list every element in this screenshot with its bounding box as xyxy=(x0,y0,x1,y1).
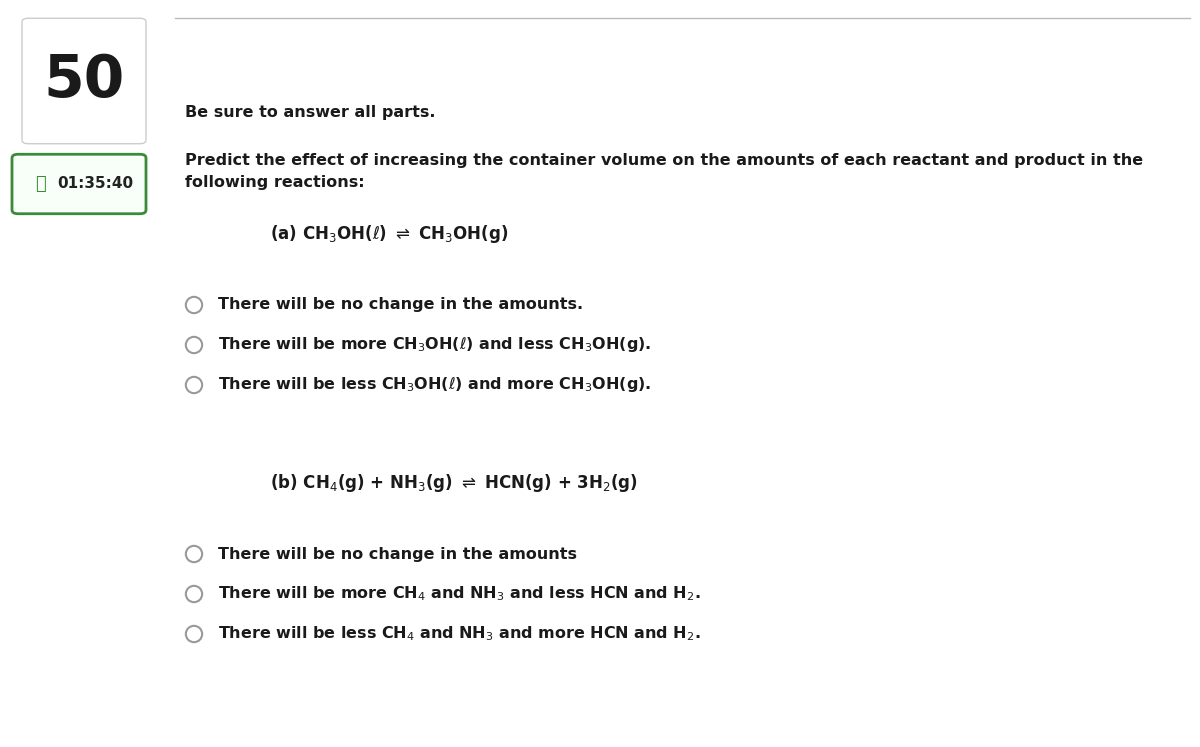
Text: There will be more CH$_3$OH($\ell$) and less CH$_3$OH(g).: There will be more CH$_3$OH($\ell$) and … xyxy=(218,335,652,355)
Text: ⌛: ⌛ xyxy=(35,175,46,193)
Text: There will be less CH$_4$ and NH$_3$ and more HCN and H$_2$.: There will be less CH$_4$ and NH$_3$ and… xyxy=(218,624,701,643)
Text: Be sure to answer all parts.: Be sure to answer all parts. xyxy=(185,105,436,120)
Text: (a) CH$_3$OH($\ell$) $\rightleftharpoons$ CH$_3$OH(g): (a) CH$_3$OH($\ell$) $\rightleftharpoons… xyxy=(270,223,509,245)
Text: (b) CH$_4$(g) + NH$_3$(g) $\rightleftharpoons$ HCN(g) + 3H$_2$(g): (b) CH$_4$(g) + NH$_3$(g) $\rightlefthar… xyxy=(270,472,638,494)
Text: There will be no change in the amounts: There will be no change in the amounts xyxy=(218,547,577,562)
Text: 50: 50 xyxy=(43,52,125,110)
Text: There will be less CH$_3$OH($\ell$) and more CH$_3$OH(g).: There will be less CH$_3$OH($\ell$) and … xyxy=(218,376,652,394)
Text: There will be more CH$_4$ and NH$_3$ and less HCN and H$_2$.: There will be more CH$_4$ and NH$_3$ and… xyxy=(218,585,701,604)
Text: Predict the effect of increasing the container volume on the amounts of each rea: Predict the effect of increasing the con… xyxy=(185,152,1144,167)
Text: 01:35:40: 01:35:40 xyxy=(56,176,133,191)
Text: following reactions:: following reactions: xyxy=(185,176,365,190)
Text: There will be no change in the amounts.: There will be no change in the amounts. xyxy=(218,297,583,312)
